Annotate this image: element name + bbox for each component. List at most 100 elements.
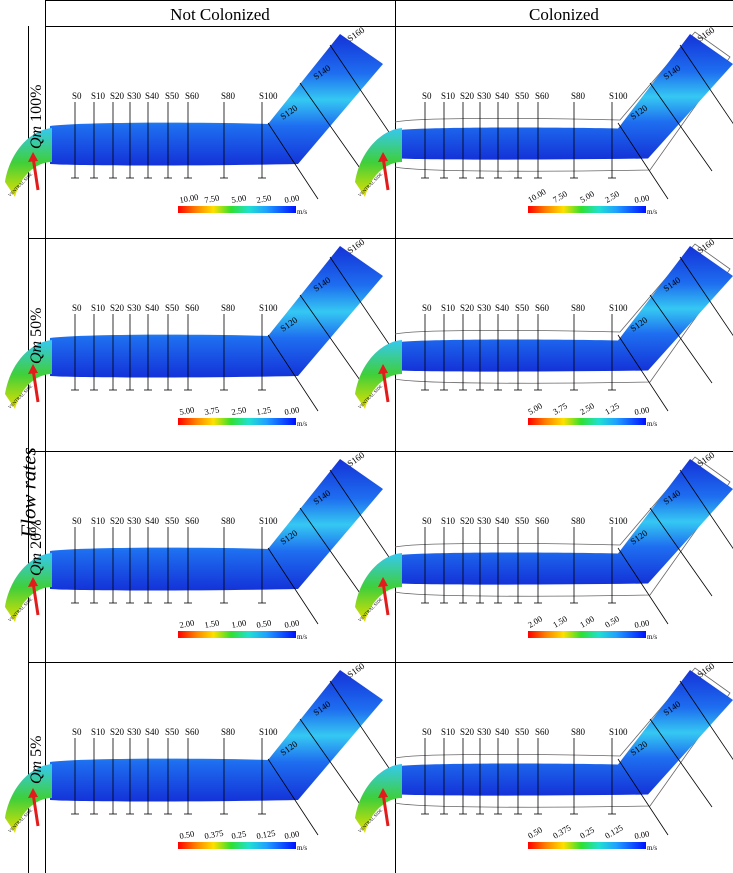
channel-outer-boundary — [394, 667, 731, 808]
section-label: S50 — [165, 303, 180, 313]
section-label: S30 — [127, 727, 142, 737]
scale-tick-label: 1.25 — [256, 405, 272, 417]
section-label: S40 — [145, 91, 160, 101]
flow-arrow — [381, 156, 390, 191]
scale-tick-label: 0.50 — [179, 829, 195, 841]
flow-field — [400, 670, 733, 796]
row-percent: 50% — [28, 307, 45, 337]
section-line — [267, 547, 319, 625]
section-label: S80 — [221, 727, 236, 737]
inlet-jet — [5, 128, 52, 197]
row-percent: 20% — [28, 519, 45, 549]
scale-tick-label: 1.50 — [204, 618, 220, 630]
section-line — [329, 680, 396, 778]
section-label: S80 — [571, 303, 586, 313]
flow-panel-2-0: S0 S10 S20 S30 S40 S50 S60 S80 S100S120S140S160V… — [5, 450, 396, 641]
section-label: S50 — [165, 91, 180, 101]
flow-arrow-head — [28, 577, 38, 587]
section-label: S50 — [515, 91, 530, 101]
flow-arrow — [31, 368, 40, 403]
scale-tick-label: 0.50 — [256, 618, 272, 630]
section-line — [299, 294, 363, 384]
scale-tick-label: 0.375 — [204, 828, 225, 841]
section-label: S20 — [110, 727, 125, 737]
section-label: S40 — [495, 516, 510, 526]
scale-tick-label: 2.00 — [179, 618, 195, 630]
flow-arrow-head — [28, 364, 38, 374]
section-line — [617, 334, 669, 412]
section-label: S80 — [571, 516, 586, 526]
scale-tick-label: 5.00 — [231, 193, 247, 205]
section-label: S40 — [495, 727, 510, 737]
inlet-jet — [355, 340, 402, 409]
colour-scale-bar — [528, 206, 646, 213]
flow-arrow-head — [378, 364, 388, 374]
section-label: S160 — [695, 661, 716, 680]
section-label: S10 — [91, 727, 106, 737]
section-line — [299, 82, 363, 172]
scale-tick-label: 7.50 — [551, 189, 569, 205]
section-label: S160 — [345, 237, 366, 256]
unit-label: m/s — [297, 420, 307, 428]
section-label: S100 — [609, 91, 628, 101]
section-label: S160 — [345, 25, 366, 44]
scale-tick-label: 0.00 — [634, 618, 650, 630]
section-line — [617, 122, 669, 200]
section-label: S80 — [571, 727, 586, 737]
flow-arrow — [31, 581, 40, 616]
colour-scale-bar — [178, 842, 296, 849]
channel-outer-boundary — [394, 31, 731, 172]
section-label: S20 — [110, 91, 125, 101]
section-label: S50 — [165, 727, 180, 737]
scale-tick-label: 0.00 — [284, 405, 300, 417]
section-label: S20 — [110, 516, 125, 526]
section-label: S50 — [165, 516, 180, 526]
section-label: S0 — [422, 516, 432, 526]
flow-panel-0-1: S0 S10 S20 S30 S40 S50 S60 S80 S100S120S140S160V… — [355, 25, 733, 216]
section-line — [679, 469, 733, 549]
flow-arrow — [31, 792, 40, 827]
scale-tick-label: 1.25 — [603, 401, 621, 417]
flow-field — [400, 34, 733, 160]
section-label: S160 — [345, 450, 366, 469]
flow-arrow-head — [378, 577, 388, 587]
section-label: S0 — [72, 91, 82, 101]
scale-tick-label: 5.00 — [179, 405, 195, 417]
section-line — [329, 469, 396, 567]
section-label: S30 — [477, 303, 492, 313]
section-line — [299, 718, 363, 808]
section-label: S80 — [221, 91, 236, 101]
qm-symbol: Qm — [28, 125, 45, 149]
scale-tick-label: 0.00 — [284, 193, 300, 205]
section-label: S100 — [609, 303, 628, 313]
row-percent: 5% — [28, 735, 45, 757]
section-line — [267, 122, 319, 200]
colour-scale-bar — [178, 418, 296, 425]
colour-scale-bar — [178, 631, 296, 638]
section-label: S30 — [477, 91, 492, 101]
flow-field — [50, 246, 383, 378]
section-label: S10 — [441, 727, 456, 737]
section-label: S20 — [460, 91, 475, 101]
section-label: S80 — [221, 516, 236, 526]
section-label: S20 — [110, 303, 125, 313]
scale-tick-label: 2.50 — [578, 401, 596, 417]
scale-tick-label: 7.50 — [204, 193, 220, 205]
scale-tick-label: 2.50 — [603, 189, 621, 205]
scale-tick-label: 3.75 — [551, 401, 569, 417]
section-label: S0 — [422, 303, 432, 313]
section-label: S160 — [345, 661, 366, 680]
section-label: S100 — [609, 516, 628, 526]
flow-arrow-head — [28, 152, 38, 162]
scale-tick-label: 1.50 — [551, 614, 569, 630]
scale-tick-label: 2.00 — [526, 614, 544, 630]
scale-tick-label: 0.00 — [284, 829, 300, 841]
scale-tick-label: 1.00 — [231, 618, 247, 630]
section-label: S160 — [695, 25, 716, 44]
flow-field — [400, 246, 733, 372]
inlet-jet — [355, 553, 402, 622]
section-label: S20 — [460, 303, 475, 313]
scale-tick-label: 0.50 — [603, 614, 621, 630]
section-label: S60 — [185, 91, 200, 101]
